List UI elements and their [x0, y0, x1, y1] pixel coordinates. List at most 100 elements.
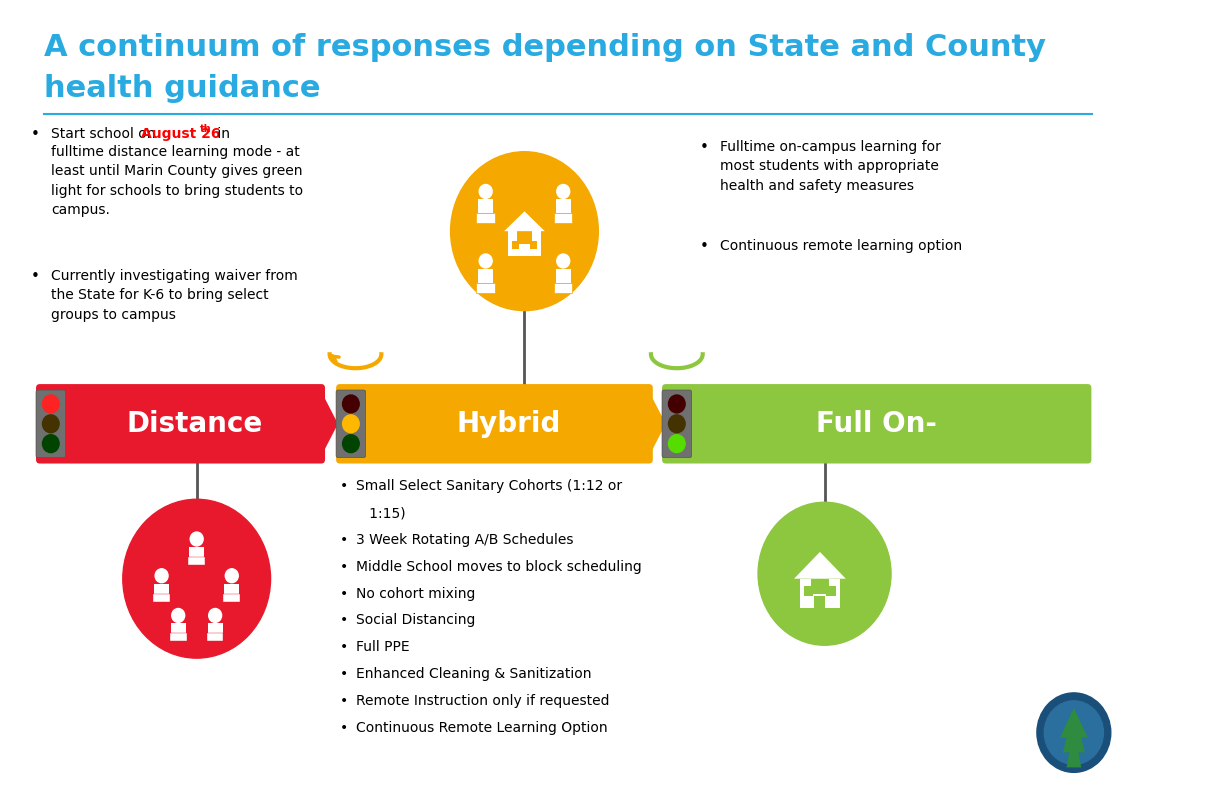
Circle shape	[668, 415, 685, 432]
Bar	[171, 623, 186, 634]
Text: •: •	[340, 563, 348, 577]
Text: •: •	[340, 535, 348, 549]
Bar	[556, 269, 570, 283]
Text: Small Select Sanitary Cohorts (1:12 or: Small Select Sanitary Cohorts (1:12 or	[356, 479, 623, 493]
Text: Remote Instruction only if requested: Remote Instruction only if requested	[356, 694, 610, 708]
Text: •: •	[340, 702, 348, 716]
Bar	[479, 200, 493, 213]
Text: 1:15): 1:15)	[356, 506, 406, 520]
Text: th: th	[201, 124, 212, 134]
Text: Middle School moves to block scheduling: Middle School moves to block scheduling	[356, 560, 643, 574]
Text: •: •	[340, 479, 348, 493]
Text: •: •	[340, 674, 348, 688]
Text: •: •	[340, 619, 348, 633]
Bar	[476, 283, 494, 293]
Polygon shape	[504, 211, 545, 231]
Text: •: •	[340, 591, 348, 604]
Circle shape	[43, 415, 59, 432]
Circle shape	[480, 254, 492, 268]
Bar	[476, 213, 494, 223]
Bar	[530, 241, 537, 249]
Text: •: •	[340, 479, 348, 493]
Bar	[154, 584, 169, 594]
Circle shape	[43, 435, 59, 452]
Text: •: •	[340, 533, 348, 547]
Text: •: •	[340, 694, 348, 708]
Circle shape	[1044, 701, 1103, 764]
Circle shape	[1037, 693, 1111, 772]
Circle shape	[43, 395, 59, 413]
Text: in: in	[213, 127, 230, 141]
Polygon shape	[508, 231, 541, 256]
Text: •: •	[31, 269, 39, 284]
Polygon shape	[794, 552, 846, 579]
Circle shape	[343, 395, 359, 413]
Text: No cohort mixing: No cohort mixing	[356, 563, 476, 577]
Polygon shape	[319, 388, 338, 459]
Circle shape	[171, 608, 185, 623]
Bar	[814, 596, 825, 608]
Bar	[512, 241, 519, 249]
Circle shape	[343, 415, 359, 432]
Text: Continuous Remote Learning Option: Continuous Remote Learning Option	[356, 702, 608, 716]
Bar	[554, 213, 573, 223]
Text: •: •	[340, 614, 348, 627]
Text: Full PPE: Full PPE	[356, 619, 410, 633]
Text: •: •	[340, 646, 348, 661]
Text: •: •	[31, 127, 39, 142]
Circle shape	[668, 435, 685, 452]
Circle shape	[155, 569, 168, 583]
Circle shape	[557, 185, 569, 198]
FancyBboxPatch shape	[662, 390, 692, 458]
Text: •: •	[700, 140, 709, 154]
Bar	[804, 585, 814, 596]
Circle shape	[208, 608, 222, 623]
Text: Small Select Sanitary Cohorts (1:12 or
   1:15): Small Select Sanitary Cohorts (1:12 or 1…	[356, 479, 623, 511]
Circle shape	[758, 502, 891, 645]
Circle shape	[122, 499, 271, 658]
Text: Fulltime on-campus learning for
most students with appropriate
health and safety: Fulltime on-campus learning for most stu…	[720, 140, 941, 192]
Polygon shape	[1060, 708, 1088, 767]
Text: •: •	[340, 507, 348, 521]
Text: •: •	[700, 239, 709, 254]
Text: Full On-: Full On-	[816, 409, 938, 438]
Bar	[554, 283, 573, 293]
Text: Continuous remote learning option: Continuous remote learning option	[720, 239, 962, 253]
Text: 3 Week Rotating A/B Schedules: 3 Week Rotating A/B Schedules	[356, 533, 574, 547]
Text: Hybrid: Hybrid	[457, 409, 561, 438]
Text: Continuous Remote Learning Option: Continuous Remote Learning Option	[356, 721, 608, 735]
Circle shape	[190, 532, 203, 546]
Bar	[207, 634, 224, 642]
Bar	[335, 474, 723, 792]
Text: •: •	[340, 667, 348, 681]
Text: Enhanced Cleaning & Sanitization: Enhanced Cleaning & Sanitization	[356, 667, 592, 681]
Text: Start school on: Start school on	[50, 127, 159, 141]
Text: •: •	[340, 721, 348, 735]
Circle shape	[557, 254, 569, 268]
Circle shape	[480, 185, 492, 198]
Text: Social Distancing: Social Distancing	[356, 614, 476, 627]
Polygon shape	[647, 388, 666, 459]
Circle shape	[450, 152, 599, 310]
Bar	[190, 547, 204, 557]
Text: A continuum of responses depending on State and County: A continuum of responses depending on St…	[44, 32, 1047, 62]
Bar	[153, 594, 170, 602]
Bar	[556, 200, 570, 213]
Text: Currently investigating waiver from
the State for K-6 to bring select
groups to : Currently investigating waiver from the …	[50, 269, 297, 322]
Text: Middle School moves to block scheduling: Middle School moves to block scheduling	[356, 535, 643, 549]
Text: Social Distancing: Social Distancing	[356, 591, 476, 604]
Text: •: •	[340, 587, 348, 600]
Text: •: •	[340, 560, 348, 574]
Text: 3 Week Rotating A/B Schedules: 3 Week Rotating A/B Schedules	[356, 507, 574, 521]
Text: No cohort mixing: No cohort mixing	[356, 587, 476, 600]
Text: Full PPE: Full PPE	[356, 640, 410, 654]
Text: •: •	[340, 640, 348, 654]
FancyBboxPatch shape	[662, 384, 1092, 463]
Polygon shape	[799, 579, 840, 608]
Bar	[826, 585, 836, 596]
Circle shape	[668, 395, 685, 413]
Circle shape	[343, 435, 359, 452]
FancyBboxPatch shape	[337, 384, 652, 463]
Bar	[479, 269, 493, 283]
Circle shape	[225, 569, 239, 583]
